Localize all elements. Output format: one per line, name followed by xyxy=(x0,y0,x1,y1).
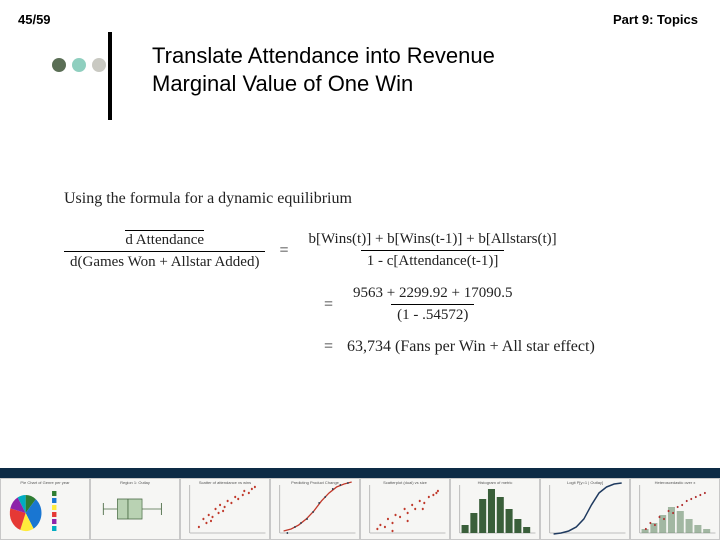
bullet-dot xyxy=(72,58,86,72)
eq1-rhs-den: 1 - c[Attendance(t-1)] xyxy=(361,250,505,270)
eq1-rhs-num: b[Wins(t)] + b[Wins(t-1)] + b[Allstars(t… xyxy=(302,231,562,250)
bullet-dot xyxy=(52,58,66,72)
title-line-1: Translate Attendance into Revenue xyxy=(152,42,495,70)
thumbnail-curve: Predicting Product Change xyxy=(270,478,360,540)
thumb-title: Histogram of metric xyxy=(451,480,539,485)
lead-text: Using the formula for a dynamic equilibr… xyxy=(64,190,680,208)
equals-sign: = xyxy=(265,242,302,260)
title-line-2: Marginal Value of One Win xyxy=(152,70,495,98)
eq2-rhs: 9563 + 2299.92 + 17090.5 (1 - .54572) xyxy=(347,285,518,324)
footer-band xyxy=(0,468,720,478)
slide-title: Translate Attendance into Revenue Margin… xyxy=(152,42,495,97)
thumbnail-scatter: Scatter of attendance vs wins xyxy=(180,478,270,540)
part-label: Part 9: Topics xyxy=(613,12,698,27)
thumbnail-histogram: Histogram of metric xyxy=(450,478,540,540)
eq2-rhs-den: (1 - .54572) xyxy=(391,304,474,324)
thumbnail-strip: Pie Chart of Genre per yearRegion 1: Out… xyxy=(0,478,720,540)
thumb-title: Pie Chart of Genre per year xyxy=(1,480,89,485)
thumb-title: Predicting Product Change xyxy=(271,480,359,485)
eq1-lhs-num: d Attendance xyxy=(125,230,204,249)
equation-result: = 63,734 (Fans per Win + All star effect… xyxy=(310,338,680,356)
equation-1: d Attendance d(Games Won + Allstar Added… xyxy=(64,230,680,271)
page-number: 45/59 xyxy=(18,12,51,27)
thumb-title: Logit P[y=1 | Outlay] xyxy=(541,480,629,485)
result-text: 63,734 (Fans per Win + All star effect) xyxy=(347,338,595,356)
thumbnail-pie: Pie Chart of Genre per year xyxy=(0,478,90,540)
thumbnail-scatter: Scatterplot (dual) vs size xyxy=(360,478,450,540)
equals-sign: = xyxy=(310,338,347,356)
bullet-dot xyxy=(92,58,106,72)
eq1-rhs: b[Wins(t)] + b[Wins(t-1)] + b[Allstars(t… xyxy=(302,231,562,270)
title-vertical-rule xyxy=(108,32,112,120)
slide-body: Using the formula for a dynamic equilibr… xyxy=(64,190,680,370)
thumbnail-sigmoid: Logit P[y=1 | Outlay] xyxy=(540,478,630,540)
thumb-title: Scatter of attendance vs wins xyxy=(181,480,269,485)
equation-2: = 9563 + 2299.92 + 17090.5 (1 - .54572) xyxy=(310,285,680,324)
equals-sign: = xyxy=(310,296,347,314)
eq1-lhs-den: d(Games Won + Allstar Added) xyxy=(64,251,265,271)
eq1-lhs: d Attendance d(Games Won + Allstar Added… xyxy=(64,230,265,271)
thumb-title: Scatterplot (dual) vs size xyxy=(361,480,449,485)
thumb-title: Region 1: Outlay xyxy=(91,480,179,485)
thumbnail-scatter_hist: Heteroscedastic over x xyxy=(630,478,720,540)
eq2-rhs-num: 9563 + 2299.92 + 17090.5 xyxy=(347,285,518,304)
thumbnail-boxplot: Region 1: Outlay xyxy=(90,478,180,540)
thumb-title: Heteroscedastic over x xyxy=(631,480,719,485)
title-bullets xyxy=(52,58,106,72)
